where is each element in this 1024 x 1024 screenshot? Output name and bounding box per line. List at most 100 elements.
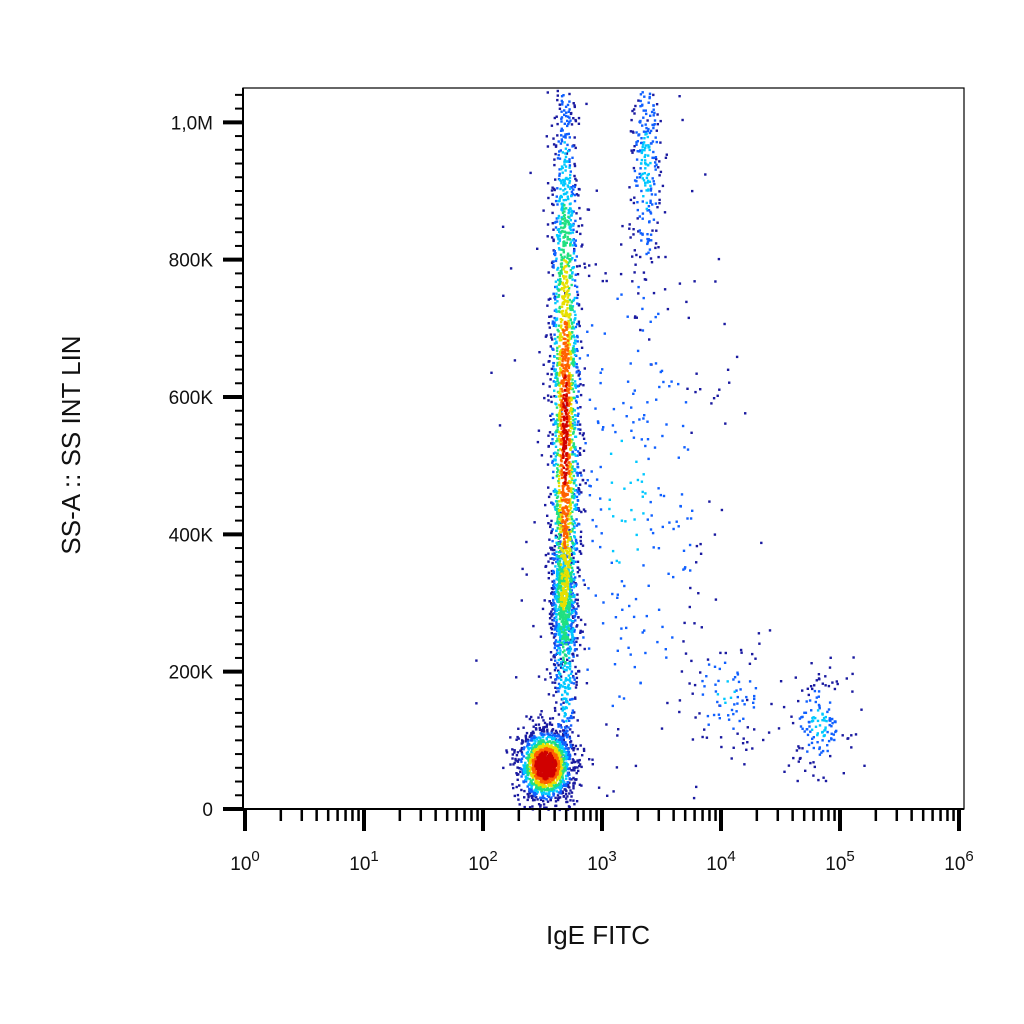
data-point xyxy=(563,546,567,550)
data-point xyxy=(565,518,568,522)
data-point xyxy=(620,439,623,443)
data-point xyxy=(569,228,573,232)
data-point xyxy=(544,503,547,507)
data-point xyxy=(556,687,559,690)
data-point xyxy=(543,781,546,785)
data-point xyxy=(691,509,694,512)
data-point xyxy=(561,422,565,426)
data-point xyxy=(570,399,573,402)
data-point xyxy=(557,658,560,662)
data-point xyxy=(523,766,526,770)
data-point xyxy=(560,470,563,473)
data-point xyxy=(574,259,577,262)
data-point xyxy=(566,617,570,620)
data-point xyxy=(562,135,565,138)
data-point xyxy=(559,332,562,335)
data-point xyxy=(585,102,588,106)
data-point xyxy=(578,423,582,426)
data-point xyxy=(567,223,570,226)
data-point xyxy=(578,523,581,526)
data-point xyxy=(565,643,568,646)
data-point xyxy=(554,641,557,644)
data-point xyxy=(599,381,602,385)
data-point xyxy=(556,122,559,126)
data-point xyxy=(560,460,563,463)
data-point xyxy=(812,774,815,777)
data-point xyxy=(546,794,550,797)
data-point xyxy=(564,367,567,371)
data-point xyxy=(570,481,573,484)
data-point xyxy=(564,363,567,367)
data-point xyxy=(577,194,580,197)
data-point xyxy=(658,202,661,205)
data-point xyxy=(637,285,640,289)
data-point xyxy=(821,682,824,685)
data-point xyxy=(693,622,696,625)
data-point xyxy=(645,176,649,180)
data-point xyxy=(580,765,583,769)
data-point xyxy=(647,239,650,242)
data-point xyxy=(565,604,568,607)
data-point xyxy=(560,637,564,641)
data-point xyxy=(578,357,582,360)
data-point xyxy=(567,232,570,235)
data-point xyxy=(751,652,754,656)
data-point xyxy=(553,505,557,509)
data-point xyxy=(569,536,572,539)
data-point xyxy=(575,179,578,182)
data-point xyxy=(573,105,576,109)
data-point xyxy=(562,573,566,577)
data-point xyxy=(647,584,650,587)
data-point xyxy=(550,731,553,735)
data-point xyxy=(522,780,525,784)
data-point xyxy=(582,747,586,751)
data-point xyxy=(863,764,866,767)
data-point xyxy=(566,512,569,515)
data-point xyxy=(642,195,645,198)
data-point xyxy=(564,429,567,432)
data-point xyxy=(552,734,555,737)
data-point xyxy=(563,484,566,487)
data-point xyxy=(831,681,834,684)
data-point xyxy=(570,518,574,521)
data-point xyxy=(549,717,552,720)
data-point xyxy=(547,271,550,274)
data-point xyxy=(539,785,542,788)
data-point xyxy=(540,454,544,457)
data-point xyxy=(639,105,642,108)
data-point xyxy=(710,402,713,405)
data-point xyxy=(563,348,567,352)
data-point xyxy=(576,462,579,465)
data-point xyxy=(562,603,566,606)
data-point xyxy=(581,478,585,482)
data-point xyxy=(567,110,570,113)
data-point xyxy=(557,511,560,514)
data-point xyxy=(576,499,580,502)
data-point xyxy=(552,362,556,365)
data-point xyxy=(635,158,639,161)
data-point xyxy=(567,335,570,339)
data-point xyxy=(567,613,570,616)
data-point xyxy=(568,572,572,576)
data-point xyxy=(565,576,569,579)
data-point xyxy=(595,478,599,481)
data-point xyxy=(560,168,563,171)
data-point xyxy=(752,706,756,709)
data-point xyxy=(570,627,573,631)
data-point xyxy=(576,273,580,276)
data-point xyxy=(558,573,562,576)
data-point xyxy=(563,682,566,685)
data-point xyxy=(563,284,566,288)
data-point xyxy=(601,368,604,371)
data-point xyxy=(550,236,554,239)
data-point xyxy=(815,696,818,699)
data-point xyxy=(625,415,628,418)
data-point xyxy=(516,751,520,754)
data-point xyxy=(554,376,557,379)
data-point xyxy=(564,407,567,410)
data-point xyxy=(799,725,803,728)
data-point xyxy=(629,653,632,656)
data-point xyxy=(548,745,551,748)
data-point xyxy=(572,526,576,529)
data-point xyxy=(567,757,570,761)
